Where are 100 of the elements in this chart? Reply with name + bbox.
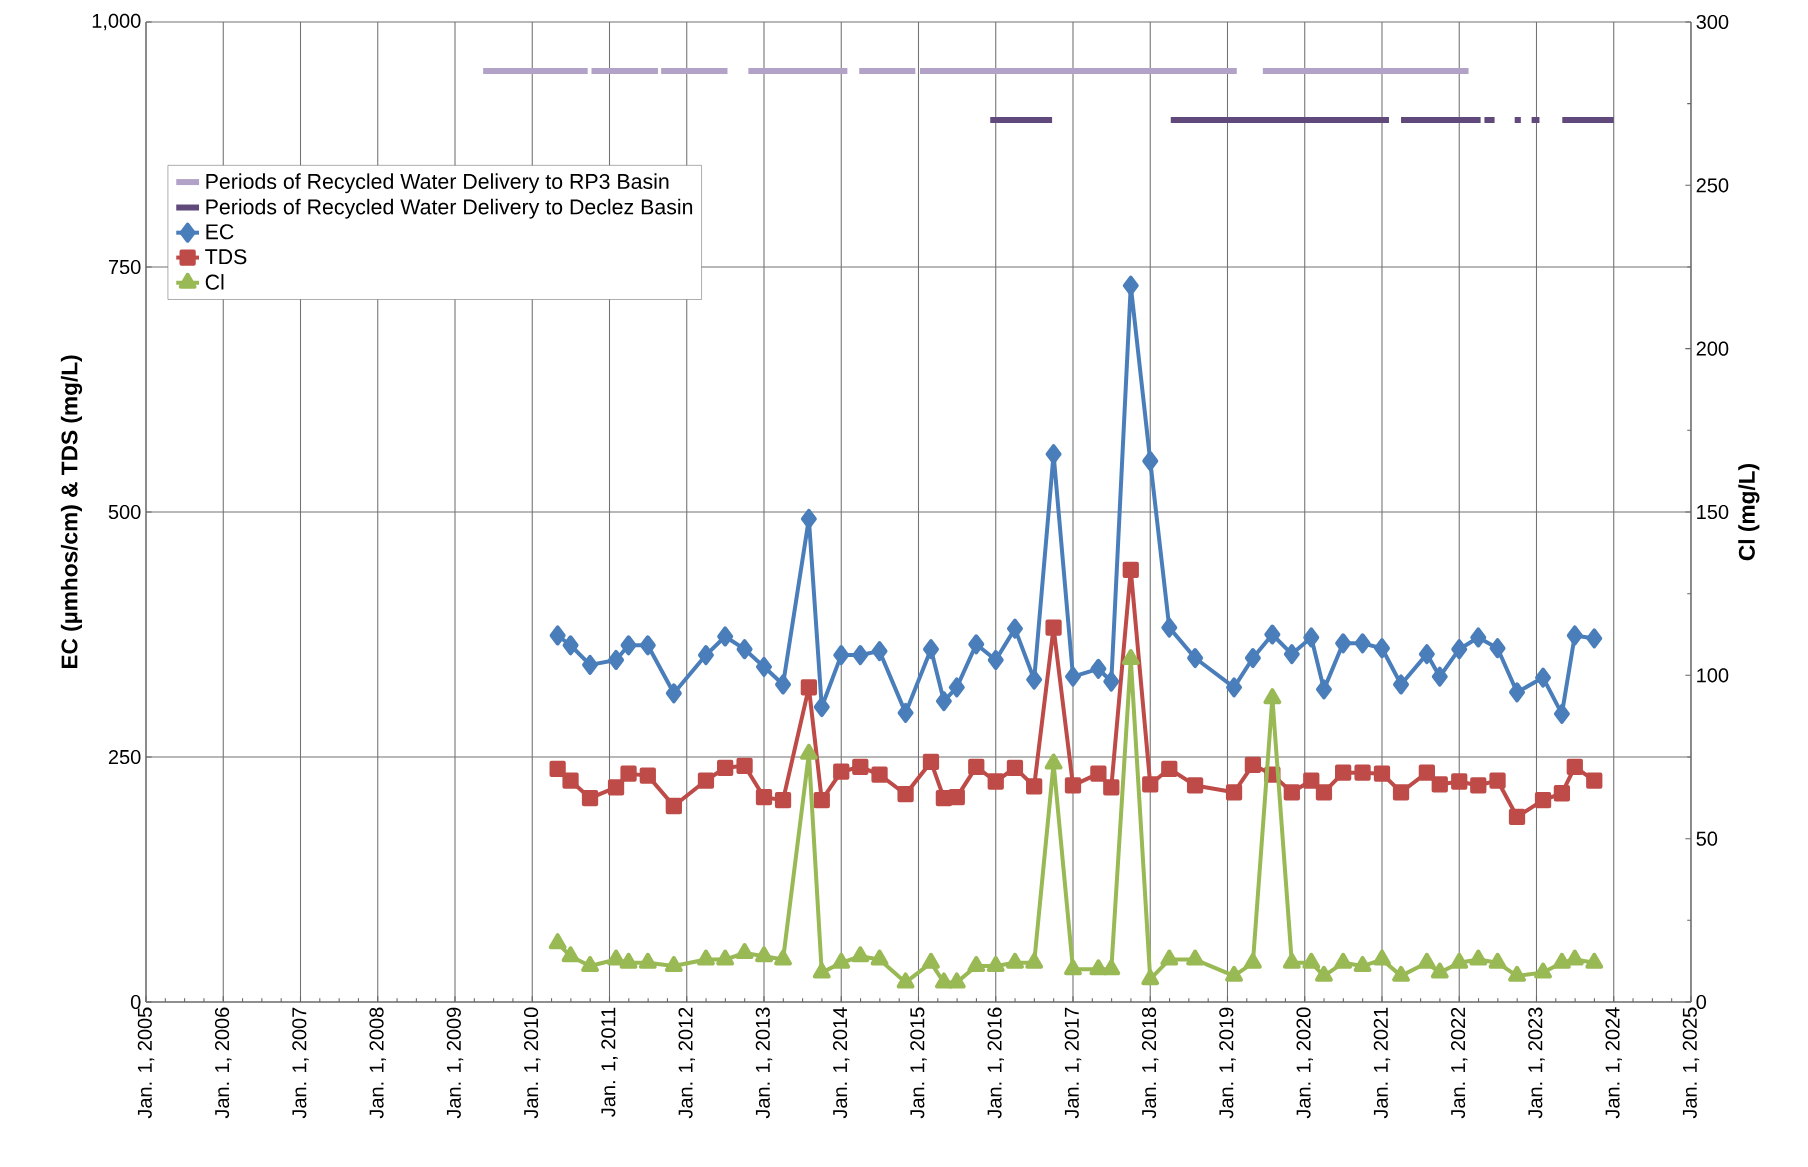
point — [1122, 561, 1139, 578]
point — [1534, 962, 1552, 979]
point — [1090, 658, 1107, 679]
point — [1566, 625, 1583, 646]
y-tick-label: 0 — [130, 994, 141, 1010]
point — [800, 679, 817, 696]
point — [1373, 638, 1390, 659]
point — [1535, 667, 1552, 688]
point — [562, 635, 579, 656]
y-tick-label: 500 — [108, 504, 141, 520]
point — [832, 952, 851, 969]
point — [1431, 776, 1448, 793]
point — [1552, 952, 1571, 969]
y-tick-label: 250 — [108, 749, 141, 765]
point — [833, 763, 850, 780]
x-tick-label: Jan. 1, 2017 — [1064, 1007, 1082, 1119]
point — [947, 972, 966, 989]
point — [1334, 952, 1353, 969]
y2-axis-title: Cl (mg/L) — [1738, 464, 1760, 561]
x-tick-label: Jan. 1, 2014 — [832, 1007, 850, 1119]
point — [1566, 758, 1583, 775]
point — [1187, 648, 1204, 669]
x-tick-label: Jan. 1, 2005 — [137, 1007, 155, 1119]
point — [1225, 965, 1243, 982]
x-tick-label: Jan. 1, 2009 — [446, 1007, 464, 1119]
point — [1450, 952, 1469, 969]
x-tick-label: Jan. 1, 2023 — [1528, 1007, 1545, 1119]
point — [1553, 785, 1571, 802]
point — [1226, 677, 1243, 698]
point — [582, 654, 599, 675]
point — [548, 933, 567, 950]
point — [665, 683, 682, 704]
point — [697, 949, 715, 966]
point — [935, 691, 952, 712]
point — [607, 949, 625, 966]
point — [639, 635, 656, 656]
point — [756, 656, 772, 677]
point — [922, 753, 940, 771]
y2-tick-label: 300 — [1696, 14, 1729, 30]
point — [986, 956, 1005, 973]
point — [774, 791, 792, 809]
point — [736, 757, 753, 774]
point — [1263, 688, 1282, 705]
point — [581, 956, 599, 973]
point — [562, 772, 579, 789]
point — [608, 649, 625, 670]
point — [1026, 669, 1043, 690]
point — [812, 962, 831, 979]
point — [1186, 777, 1204, 794]
point — [897, 702, 914, 723]
point — [1315, 679, 1332, 700]
point — [1508, 965, 1526, 982]
point — [922, 639, 939, 660]
point — [1045, 619, 1062, 636]
point — [1142, 776, 1159, 793]
point — [1044, 753, 1063, 770]
legend-label: TDS — [205, 249, 247, 265]
point — [1064, 777, 1082, 794]
point — [1102, 959, 1121, 976]
point — [1225, 784, 1243, 801]
point — [1103, 671, 1120, 692]
y-tick-label: 1,000 — [92, 13, 141, 31]
point — [1430, 962, 1449, 979]
x-tick-label: Jan. 1, 2021 — [1373, 1007, 1391, 1119]
point — [581, 790, 599, 807]
point — [665, 797, 682, 815]
x-tick-label: Jan. 1, 2006 — [214, 1007, 232, 1119]
point — [968, 634, 985, 655]
point — [1122, 275, 1139, 296]
point — [1392, 965, 1410, 982]
point — [1431, 666, 1448, 687]
point — [1418, 764, 1435, 781]
point — [1585, 952, 1604, 969]
point — [1315, 784, 1333, 801]
point — [1489, 638, 1506, 659]
point — [1186, 949, 1205, 966]
x-tick-label: Jan. 1, 2007 — [292, 1007, 309, 1119]
point — [620, 765, 637, 782]
point — [1302, 952, 1321, 969]
point — [1335, 633, 1352, 654]
point — [1026, 778, 1043, 795]
point — [870, 949, 889, 966]
y2-tick-label: 250 — [1696, 178, 1729, 193]
point — [735, 943, 754, 959]
point — [1469, 949, 1488, 966]
point — [1451, 639, 1468, 660]
point — [987, 649, 1004, 670]
point — [967, 956, 986, 973]
point — [1161, 617, 1178, 638]
point — [1141, 969, 1160, 986]
x-tick-label: Jan. 1, 2024 — [1605, 1007, 1622, 1119]
point — [736, 639, 753, 660]
point — [1373, 765, 1391, 782]
point — [1315, 965, 1333, 982]
x-tick-label: Jan. 1, 2020 — [1296, 1007, 1313, 1119]
point — [1393, 674, 1410, 695]
point — [1586, 628, 1603, 649]
point — [1121, 648, 1140, 665]
point — [871, 766, 888, 783]
point — [1006, 759, 1024, 776]
